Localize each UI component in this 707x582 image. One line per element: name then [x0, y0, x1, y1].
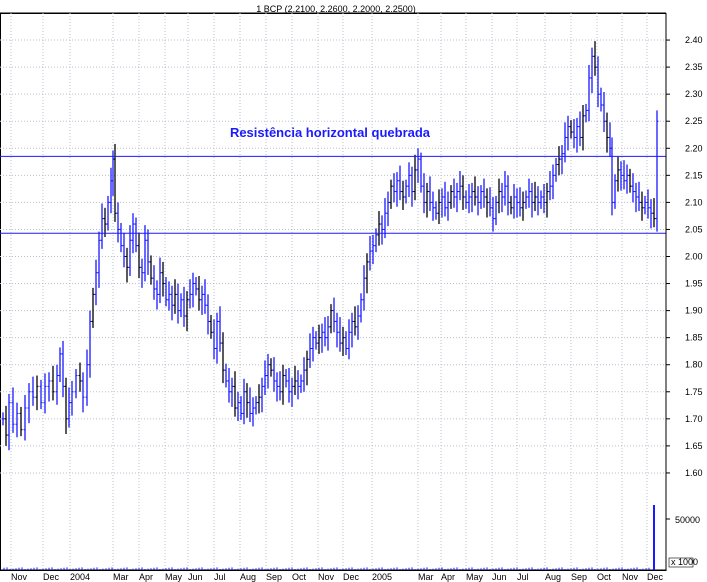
price-tick-label: 1.70: [685, 414, 703, 424]
price-tick-label: 2.20: [685, 143, 703, 153]
chart-grid: [0, 12, 667, 571]
price-tick-label: 1.75: [685, 387, 703, 397]
price-tick-label: 1.60: [685, 468, 703, 478]
month-label: Dec: [43, 572, 60, 582]
horizontal-support-lines: [0, 155, 666, 234]
month-label: Aug: [240, 572, 256, 582]
month-label: Dec: [343, 572, 360, 582]
chart-title: 1 BCP (2.2100, 2.2600, 2.2000, 2.2500): [256, 4, 415, 14]
volume-panel: 50000 x 1000: [3, 505, 700, 570]
month-label: 2005: [372, 572, 392, 582]
month-label: Nov: [622, 572, 639, 582]
month-label: Mar: [418, 572, 434, 582]
price-tick-label: 1.65: [685, 441, 703, 451]
resistance-annotation: Resistência horizontal quebrada: [230, 125, 431, 140]
month-label: Jun: [188, 572, 203, 582]
price-tick-label: 2.15: [685, 170, 703, 180]
month-label: Jul: [517, 572, 529, 582]
price-tick-label: 2.10: [685, 197, 703, 207]
plot-frame: [0, 13, 667, 571]
price-tick-label: 2.30: [685, 89, 703, 99]
month-label: Apr: [441, 572, 455, 582]
month-label: May: [466, 572, 484, 582]
price-tick-label: 1.90: [685, 306, 703, 316]
price-tick-label: 1.80: [685, 360, 703, 370]
ohlc-bars: [1, 41, 659, 451]
price-axis: 2.40 2.35 2.30 2.25 2.20 2.15 2.10 2.05 2.00 1.95…: [665, 13, 703, 570]
month-label: Aug: [545, 572, 561, 582]
volume-unit-label: x 1000: [671, 557, 698, 567]
price-tick-label: 1.85: [685, 333, 703, 343]
price-tick-label: 2.40: [685, 35, 703, 45]
price-tick-label: 2.35: [685, 62, 703, 72]
month-label: Apr: [139, 572, 153, 582]
month-label: Sep: [266, 572, 282, 582]
volume-unit-box: [668, 557, 694, 568]
month-label: Nov: [318, 572, 335, 582]
price-tick-label: 2.00: [685, 252, 703, 262]
month-label: Mar: [113, 572, 129, 582]
volume-tick-label: 50000: [675, 515, 700, 525]
month-label: 2004: [70, 572, 90, 582]
month-label: Oct: [292, 572, 307, 582]
price-tick-label: 2.05: [685, 224, 703, 234]
month-label: Jul: [214, 572, 226, 582]
month-label: Nov: [11, 572, 28, 582]
price-tick-label: 2.25: [685, 116, 703, 126]
month-label: Oct: [597, 572, 612, 582]
month-label: May: [165, 572, 183, 582]
month-label: Jun: [492, 572, 507, 582]
month-label: Dec: [647, 572, 664, 582]
price-tick-label: 1.95: [685, 279, 703, 289]
time-axis: Nov Dec 2004 Mar Apr May Jun Jul Aug Sep Oct Nov Dec…: [0, 569, 666, 582]
month-label: Sep: [571, 572, 587, 582]
